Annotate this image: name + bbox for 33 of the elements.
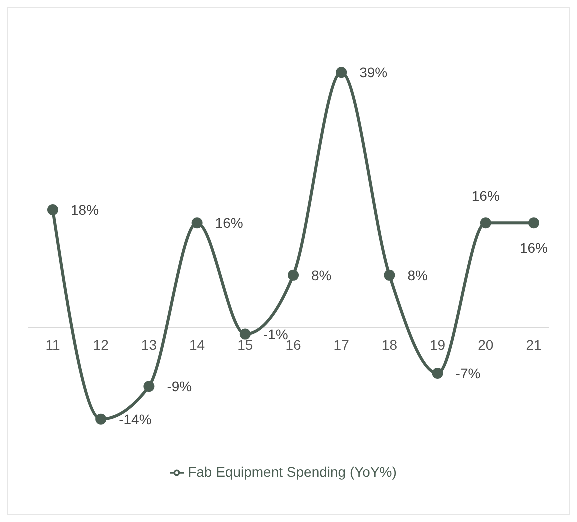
point xyxy=(48,204,58,216)
point xyxy=(432,368,444,380)
x-tick-label: 11 xyxy=(46,336,60,353)
x-tick-label: 13 xyxy=(141,336,158,353)
x-tick-label: 21 xyxy=(526,336,542,353)
point xyxy=(336,67,348,78)
point xyxy=(528,218,540,229)
point xyxy=(288,270,299,281)
data-label: -9% xyxy=(167,378,192,395)
data-label: 8% xyxy=(312,267,332,284)
x-tick-label: 18 xyxy=(382,336,398,353)
legend-label: Fab Equipment Spending (YoY%) xyxy=(188,464,397,480)
data-label: -1% xyxy=(263,326,288,342)
data-label: -14% xyxy=(119,411,152,428)
data-label: 16% xyxy=(520,240,548,256)
point xyxy=(96,414,107,425)
x-tick-label: 15 xyxy=(238,336,254,353)
data-label: 18% xyxy=(71,202,100,218)
point xyxy=(144,381,155,392)
data-label: 16% xyxy=(215,215,244,232)
x-tick-label: 17 xyxy=(334,336,350,353)
x-tick-label: 12 xyxy=(93,336,110,353)
point xyxy=(480,218,492,229)
x-tick-label: 14 xyxy=(190,336,206,353)
point xyxy=(192,218,203,229)
data-label: 39% xyxy=(360,64,388,81)
point xyxy=(384,270,396,281)
data-label: 16% xyxy=(472,188,500,204)
data-label: -7% xyxy=(456,366,481,382)
data-label: 8% xyxy=(408,267,428,284)
x-tick-label: 20 xyxy=(478,336,494,353)
x-tick-label: 19 xyxy=(430,336,446,353)
point xyxy=(240,328,251,340)
